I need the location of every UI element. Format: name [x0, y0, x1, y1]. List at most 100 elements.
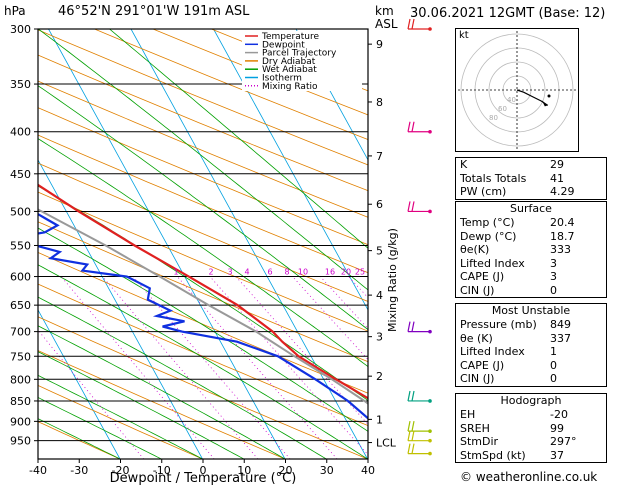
dry-adiabat-line [38, 134, 368, 274]
indices-table: K 29 Totals Totals 41 PW (cm) 4.29 [455, 157, 607, 200]
hodograph-ring-label: 40 [507, 96, 516, 104]
dewpoint-line [38, 212, 368, 420]
surface-table: Surface Temp (°C) 20.4 Dewp (°C) 18.7 θe(K… [455, 201, 607, 298]
pressure-tick-label: 950 [10, 435, 31, 448]
index-value: 41 [550, 171, 564, 185]
wind-barb [407, 201, 432, 214]
wind-barb-dot [428, 27, 432, 31]
hodograph-panel: kt 40 60 80 [455, 28, 579, 152]
wind-barb [407, 430, 432, 443]
height-tick-label: 5 [376, 245, 383, 258]
parcel-trajectory-line [38, 208, 368, 405]
temperature-tick-label: 30 [320, 464, 334, 477]
hodograph-ring [460, 33, 574, 147]
legend-label: Dry Adiabat [262, 57, 316, 67]
wet-adiabat-line [38, 227, 368, 432]
surface-label: θe(K) [460, 243, 490, 256]
hp-label: StmSpd (kt) [460, 448, 526, 462]
valid-time: 30.06.2021 12GMT (Base: 12) [410, 6, 606, 21]
mixing-ratio-label: 2 [208, 268, 213, 277]
hodograph-arrow [541, 100, 548, 107]
mu-label: θe (K) [460, 331, 493, 345]
wind-barb-dot [428, 451, 432, 456]
temperature-tick-label: 40 [361, 464, 375, 477]
surface-value: 0 [550, 283, 557, 297]
wind-barb-dot [428, 438, 432, 443]
mixing-ratio-label: 3 [227, 268, 232, 277]
wind-barb-dot [428, 209, 432, 214]
wind-barb [407, 443, 432, 456]
x-axis-label: Dewpoint / Temperature (°C) [110, 471, 297, 486]
height-tick-label: 8 [376, 96, 383, 109]
temperature-tick-label: 0 [200, 464, 207, 477]
surface-label: Lifted Index [460, 256, 525, 270]
surface-value: 3 [550, 256, 557, 270]
surface-label: CAPE (J) [460, 270, 505, 283]
legend-label: Wet Adiabat [262, 65, 317, 75]
mu-value: 849 [550, 318, 571, 331]
wind-barb-dot [428, 329, 432, 334]
wind-barb-dot [428, 399, 432, 403]
wind-barb-flag [411, 390, 415, 402]
wet-adiabat-line [38, 85, 368, 331]
wind-barb [407, 121, 432, 134]
legend-background [242, 31, 362, 91]
temperature-tick-label: 10 [237, 464, 251, 477]
index-label: PW (cm) [460, 185, 507, 198]
index-label: K [460, 158, 468, 171]
surface-label: CIN (J) [460, 283, 495, 297]
legend-label: Dewpoint [262, 40, 305, 50]
dry-adiabat-line [38, 54, 368, 192]
pressure-tick-label: 650 [10, 299, 31, 312]
wind-barb-flag [411, 421, 415, 432]
wind-barb [407, 421, 432, 433]
index-row-pw: PW (cm) 4.29 [456, 185, 606, 199]
hodograph-unit: kt [459, 30, 469, 41]
dry-adiabat-line [38, 107, 368, 246]
wind-barb-flag [407, 421, 411, 432]
index-row-k: K 29 [456, 158, 606, 172]
mixing-ratio-label: 6 [267, 268, 272, 277]
pressure-tick-label: 300 [10, 23, 31, 36]
pressure-tick-label: 800 [10, 373, 31, 386]
pressure-tick-label: 750 [10, 350, 31, 363]
mixing-ratio-label: 8 [284, 268, 289, 277]
surface-value: 3 [550, 270, 557, 283]
mixing-ratio-line [132, 276, 291, 459]
wet-adiabat-line [38, 374, 203, 459]
hodograph-params-table: Hodograph EH -20 SREH 99 StmDir 297° StmSpd… [455, 393, 607, 463]
height-tick-label: 3 [376, 331, 383, 344]
dry-adiabat-line [38, 251, 368, 394]
mu-label: Pressure (mb) [460, 318, 537, 331]
plot-area [38, 29, 368, 459]
pressure-tick-label: 500 [10, 205, 31, 218]
hodograph-ring-label: 60 [498, 105, 507, 113]
height-unit-label: km [375, 4, 394, 18]
height-tick-label: 4 [376, 289, 383, 302]
isotherm-line [48, 29, 286, 459]
most-unstable-title: Most Unstable [491, 304, 571, 317]
isotherm-line [38, 309, 121, 459]
mixing-ratio-label: 1 [173, 268, 178, 277]
wind-barb-flag [407, 121, 411, 132]
mixing-ratio-line [60, 276, 215, 459]
hp-value: 297° [550, 435, 577, 448]
legend-label: Temperature [261, 32, 319, 42]
isotherm-line [213, 29, 368, 311]
hp-value: -20 [550, 408, 568, 421]
mu-label: CIN (J) [460, 372, 495, 385]
mu-value: 0 [550, 358, 557, 372]
pressure-tick-label: 550 [10, 239, 31, 252]
temperature-tick-label: 20 [279, 464, 293, 477]
mixing-ratio-line [292, 276, 368, 361]
pressure-tick-label: 600 [10, 271, 31, 284]
wind-barb-flag [411, 430, 415, 441]
mixing-ratio-line [177, 276, 338, 459]
dry-adiabat-line [38, 80, 368, 218]
temperature-tick-label: -20 [112, 464, 130, 477]
mu-label: Lifted Index [460, 345, 525, 358]
mixing-ratio-label: 4 [244, 268, 249, 277]
pressure-tick-label: 350 [10, 78, 31, 91]
wind-barb-flag [411, 18, 415, 30]
